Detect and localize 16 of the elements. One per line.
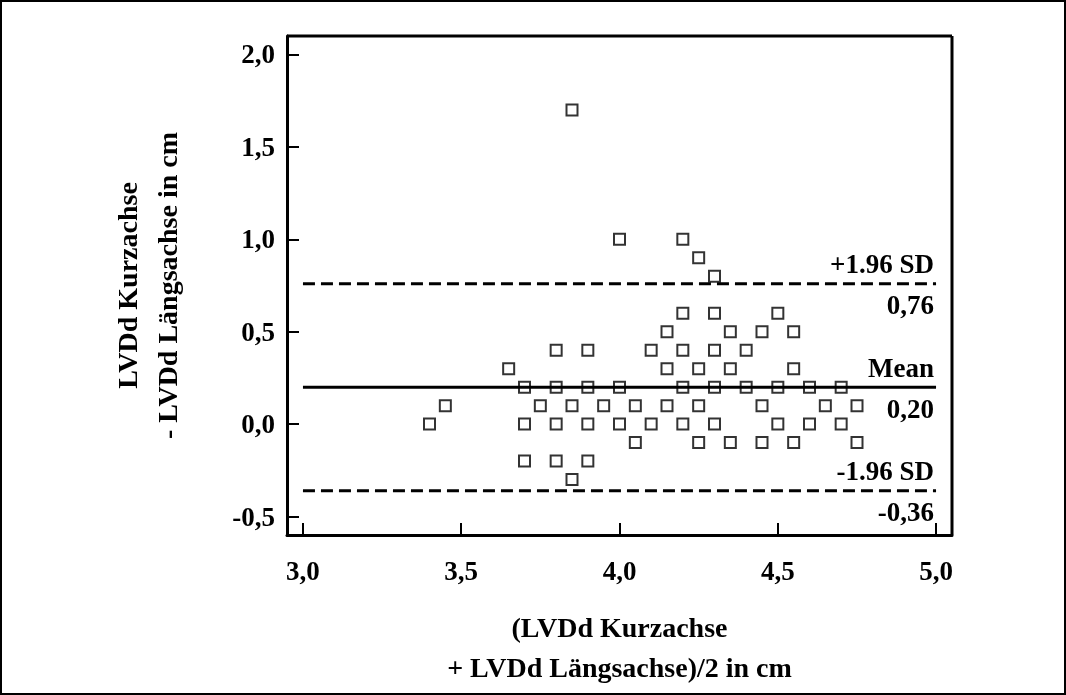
ref-line-label: Mean 0,20 (868, 352, 934, 424)
x-tick-label: 3,5 (444, 555, 479, 586)
x-tick-label: 3,0 (285, 555, 320, 586)
y-tick-label: 0,5 (241, 316, 275, 347)
x-tick-label: 5,0 (919, 555, 954, 586)
ref-line-label: +1.96 SD 0,76 (830, 249, 934, 321)
y-tick-label: 2,0 (241, 39, 275, 70)
x-tick-label: 4,0 (602, 555, 637, 586)
y-tick-label: 1,0 (241, 224, 275, 255)
x-tick-label: 4,5 (760, 555, 795, 586)
x-axis-title: (LVDd Kurzachse + LVDd Längsachse)/2 in cm (447, 611, 792, 683)
ref-line-label: -1.96 SD -0,36 (836, 456, 934, 528)
y-tick-label: 1,5 (241, 131, 275, 162)
y-tick-label: 0,0 (241, 409, 275, 440)
y-tick-label: -0,5 (232, 501, 275, 532)
y-axis-title: LVDd Kurzachse - LVDd Längsachse in cm (111, 131, 183, 440)
